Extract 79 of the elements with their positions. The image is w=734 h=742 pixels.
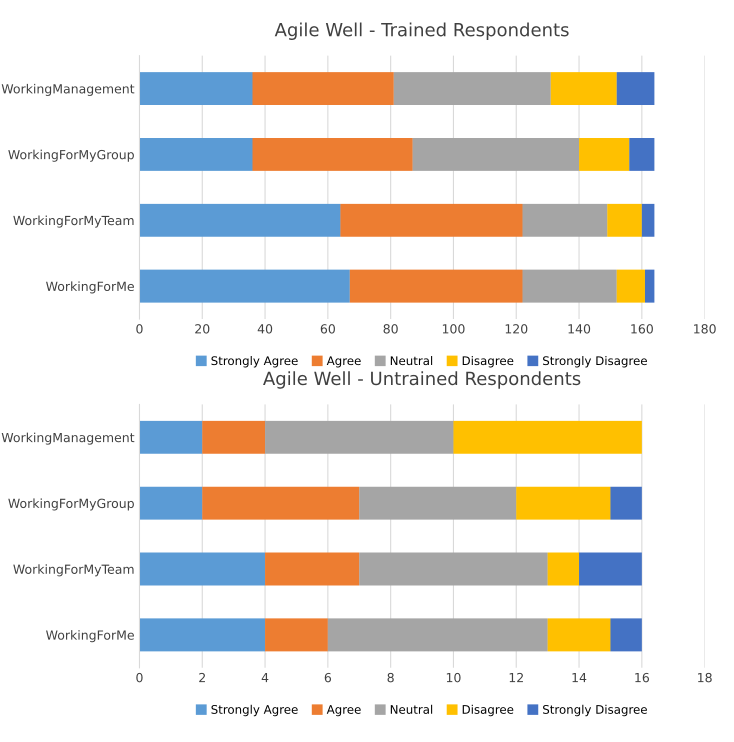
y-tick-label: WorkingManagement: [2, 432, 134, 445]
x-tick-label: 4: [262, 673, 268, 682]
x-tick-label: 160: [631, 324, 653, 334]
x-tick-label: 18: [698, 672, 712, 682]
y-tick-label: WorkingManagement: [2, 84, 134, 96]
bar: [516, 486, 610, 520]
x-tick-label: 40: [258, 324, 272, 334]
bar: [202, 420, 266, 454]
x-tick-label: 10: [446, 672, 461, 682]
bar: [579, 552, 642, 586]
bar: [359, 552, 548, 586]
bar: [642, 204, 654, 237]
x-tick-label: 80: [384, 324, 398, 334]
legend-label: Neutral: [390, 356, 432, 366]
bar: [550, 72, 617, 106]
bar: [265, 552, 360, 586]
chart-title: Agile Well - Trained Respondents: [274, 22, 569, 40]
bar: [644, 270, 654, 303]
bar: [328, 618, 548, 652]
bar: [139, 420, 202, 454]
bar: [265, 420, 454, 454]
bar: [139, 72, 252, 106]
y-tick-label: WorkingForMyTeam: [13, 564, 134, 576]
x-tick-label: 60: [320, 324, 335, 334]
x-tick-label: 0: [136, 324, 143, 334]
x-tick-label: 8: [388, 672, 394, 682]
bar: [610, 486, 642, 520]
x-tick-label: 12: [510, 672, 523, 682]
legend-label: Strongly Agree: [211, 704, 298, 716]
bar: [359, 486, 516, 520]
x-tick-label: 180: [694, 324, 716, 334]
bar: [202, 486, 360, 520]
legend-label: Strongly Disagree: [543, 704, 647, 716]
legend-label: Agree: [326, 705, 361, 716]
x-tick-label: 14: [572, 673, 586, 682]
x-tick-label: 140: [568, 324, 590, 334]
bar: [139, 270, 350, 303]
x-tick-label: 16: [635, 672, 650, 682]
bar: [252, 138, 413, 171]
y-tick-label: WorkingForMe: [46, 281, 134, 294]
bar: [616, 72, 654, 106]
x-tick-label: 2: [199, 672, 205, 682]
bar: [265, 618, 328, 652]
bar: [412, 138, 580, 171]
x-tick-label: 6: [324, 672, 332, 682]
bar: [579, 138, 630, 171]
bar: [139, 204, 340, 237]
bar: [252, 72, 394, 106]
bar: [139, 552, 266, 586]
legend-label: Strongly Disagree: [543, 356, 647, 368]
legend-label: Strongly Agree: [211, 356, 298, 368]
chart-title: Agile Well - Untrained Respondents: [263, 371, 580, 389]
x-tick-label: 20: [195, 324, 210, 334]
bar: [139, 618, 266, 652]
bar: [350, 270, 523, 303]
bar: [607, 204, 642, 237]
bar: [139, 486, 202, 520]
bar: [340, 204, 523, 237]
bar: [139, 138, 252, 171]
bar: [629, 138, 654, 171]
bar: [394, 72, 551, 106]
legend-label: Disagree: [462, 356, 514, 368]
x-tick-label: 100: [442, 324, 465, 334]
legend-label: Neutral: [390, 704, 432, 714]
legend-label: Agree: [326, 356, 361, 368]
bar: [453, 420, 642, 454]
y-tick-label: WorkingForMe: [46, 630, 134, 642]
bar: [548, 552, 580, 586]
x-tick-label: 0: [136, 672, 143, 682]
bar: [522, 204, 608, 237]
bar: [548, 618, 610, 652]
bar: [610, 618, 642, 652]
y-tick-label: WorkingForMyGroup: [8, 498, 134, 511]
bar: [616, 270, 645, 303]
y-tick-label: WorkingForMyGroup: [8, 150, 134, 162]
legend-label: Disagree: [462, 704, 514, 716]
y-tick-label: WorkingForMyTeam: [13, 216, 134, 228]
x-tick-label: 120: [506, 324, 528, 334]
bar: [522, 270, 617, 303]
